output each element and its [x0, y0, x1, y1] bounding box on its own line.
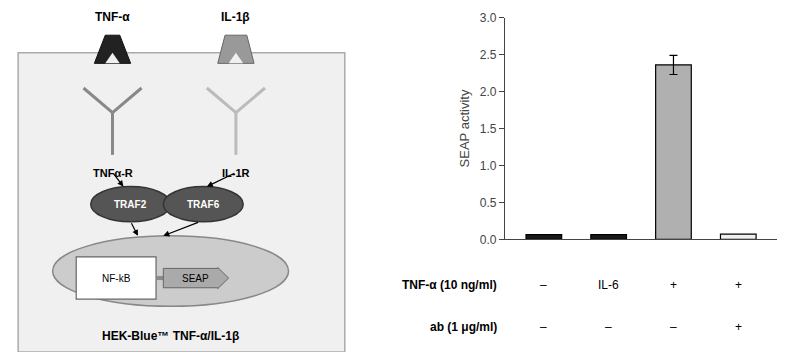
svg-text:2.5: 2.5 [480, 48, 497, 62]
svg-text:+: + [735, 278, 742, 292]
svg-text:TRAF2: TRAF2 [114, 199, 147, 210]
svg-text:1.5: 1.5 [480, 122, 497, 136]
svg-text:TNF-α: TNF-α [95, 10, 130, 24]
svg-text:IL-6: IL-6 [598, 278, 619, 292]
svg-text:1.0: 1.0 [480, 159, 497, 173]
svg-text:TRAF6: TRAF6 [187, 199, 220, 210]
svg-text:TNFα-R: TNFα-R [93, 167, 133, 179]
svg-text:IL-1R: IL-1R [222, 167, 250, 179]
svg-text:–: – [605, 320, 612, 334]
svg-text:SEAP: SEAP [182, 273, 209, 284]
svg-text:SEAP activity: SEAP activity [457, 89, 472, 167]
svg-text:0.0: 0.0 [480, 233, 497, 247]
svg-text:ab (1 μg/ml): ab (1 μg/ml) [430, 320, 497, 334]
svg-text:HEK-Blue™ TNF-α/IL-1β: HEK-Blue™ TNF-α/IL-1β [102, 329, 239, 343]
svg-text:–: – [670, 320, 677, 334]
svg-text:+: + [735, 320, 742, 334]
svg-text:NF-kB: NF-kB [102, 273, 131, 284]
svg-text:0.5: 0.5 [480, 196, 497, 210]
svg-text:–: – [540, 320, 547, 334]
svg-text:TNF-α (10 ng/ml): TNF-α (10 ng/ml) [402, 278, 497, 292]
svg-text:2.0: 2.0 [480, 85, 497, 99]
svg-text:IL-1β: IL-1β [221, 10, 250, 24]
svg-text:–: – [540, 278, 547, 292]
svg-text:3.0: 3.0 [480, 11, 497, 25]
svg-text:+: + [670, 278, 677, 292]
